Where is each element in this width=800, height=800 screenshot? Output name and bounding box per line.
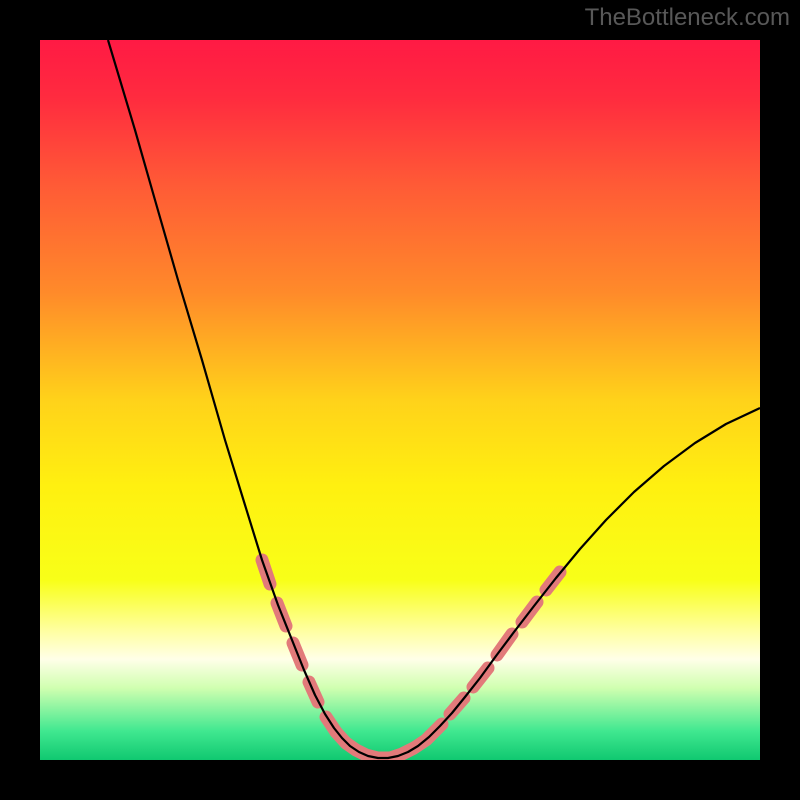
chart-container: TheBottleneck.com [0,0,800,800]
left-descent-dashes [262,560,336,732]
plot-area [40,40,760,760]
main-curve [108,40,760,758]
bottleneck-curve-layer [40,40,760,760]
watermark-text: TheBottleneck.com [585,4,790,32]
